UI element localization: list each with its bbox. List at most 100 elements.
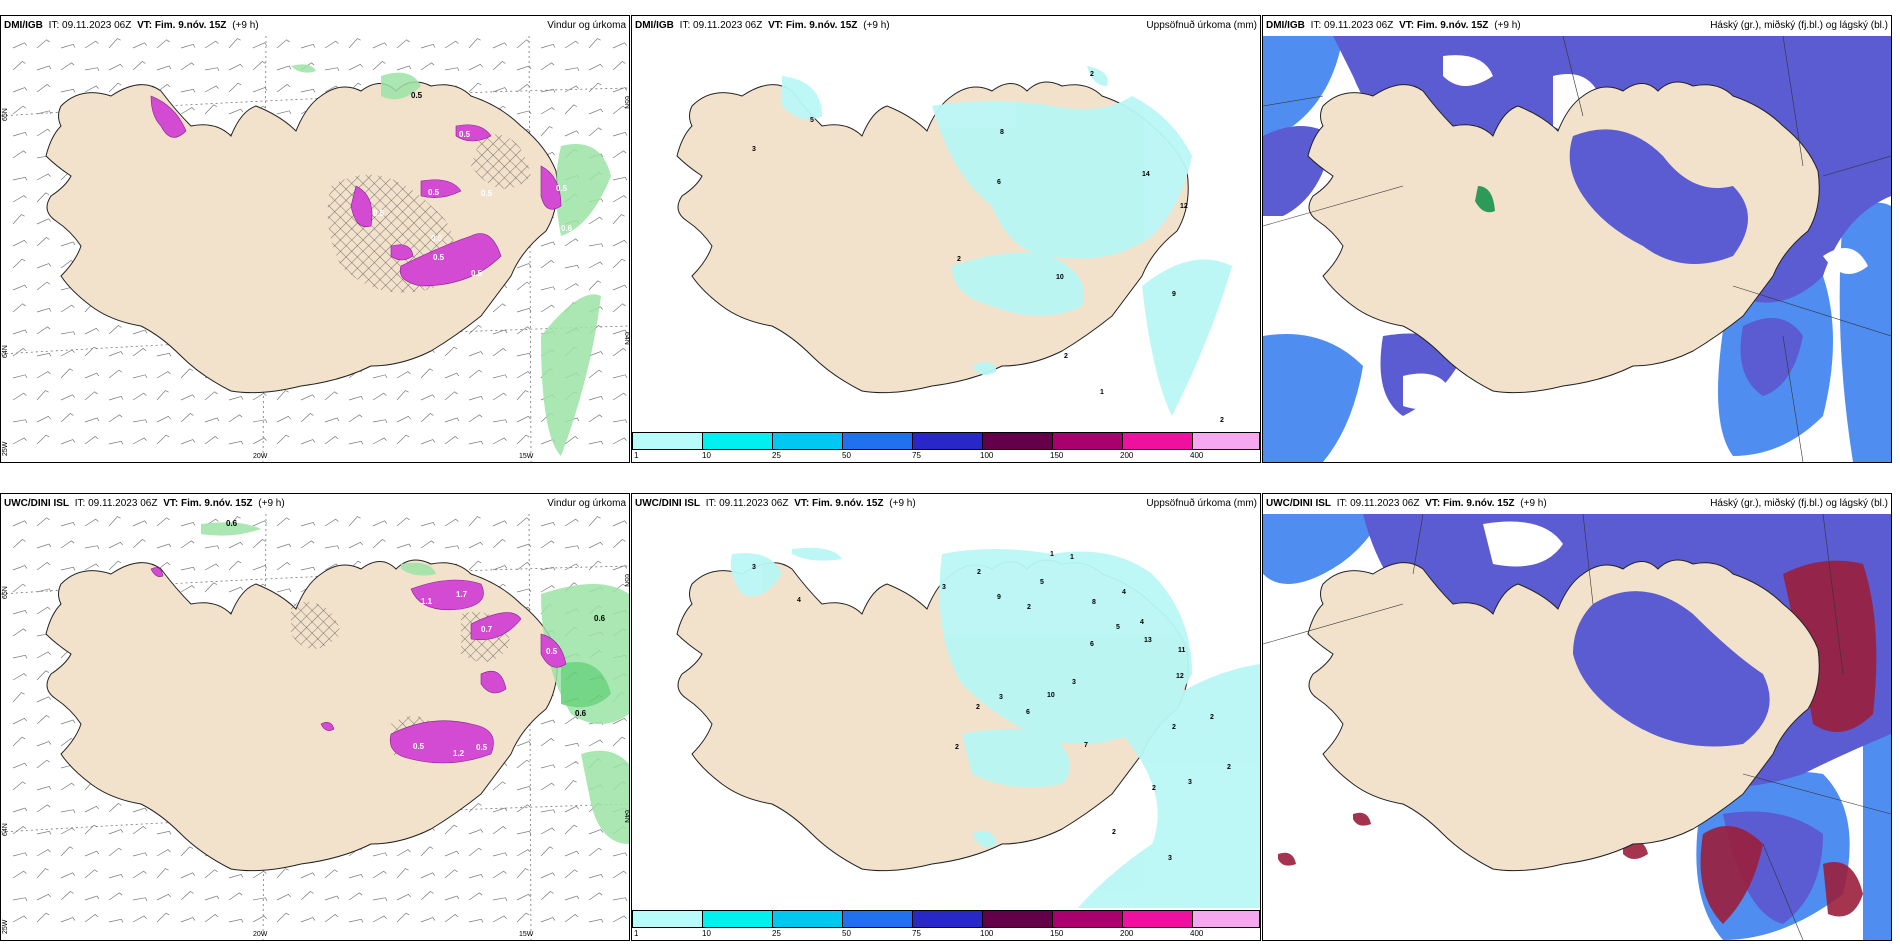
- cloud-map: [1263, 514, 1891, 940]
- wind-barb: [468, 892, 483, 901]
- wind-barb: [516, 281, 531, 291]
- wind-barb: [612, 419, 628, 424]
- wind-barb: [204, 391, 218, 401]
- wind-barb: [12, 348, 27, 357]
- wind-barb: [36, 786, 52, 791]
- cloud-green-patch: [1475, 186, 1495, 213]
- wind-barb: [612, 870, 627, 879]
- wind-barb: [108, 516, 121, 527]
- panel-header: UWC/DINI ISL IT: 09.11.2023 06Z VT: Fim.…: [632, 494, 1260, 514]
- wind-barb: [12, 673, 27, 681]
- precip-value: 2: [1210, 714, 1214, 721]
- precip-light-areas: [782, 66, 1232, 416]
- lead-time: (+9 h): [1494, 20, 1521, 31]
- panel-header: DMI/IGB IT: 09.11.2023 06Z VT: Fim. 9.nó…: [1, 16, 629, 36]
- wind-barb: [180, 88, 196, 93]
- wind-barb: [12, 419, 28, 424]
- wind-barb: [468, 803, 482, 813]
- wind-barb: [468, 440, 484, 445]
- wind-barb: [84, 850, 100, 857]
- wind-barb: [492, 915, 507, 923]
- wind-value: 0.5: [471, 269, 483, 278]
- precip-value: 5: [810, 117, 814, 124]
- wind-barb: [12, 781, 26, 791]
- wind-barb: [12, 628, 27, 637]
- wind-barb: [180, 540, 195, 549]
- wind-barb: [156, 390, 169, 401]
- wind-barb: [372, 897, 388, 902]
- wind-barb: [60, 44, 76, 49]
- wind-barb: [564, 563, 579, 571]
- precip-value: 12: [1180, 203, 1188, 210]
- precip-value: 9: [1172, 291, 1176, 298]
- wind-barb: [156, 543, 172, 549]
- wind-barb: [516, 415, 531, 423]
- wind-barb: [60, 540, 75, 549]
- wind-barb: [180, 394, 196, 401]
- wind-value: 0.5: [459, 130, 471, 139]
- wind-barb: [132, 329, 148, 335]
- wind-barb: [540, 585, 555, 593]
- wind-barb: [60, 719, 76, 725]
- wind-barb: [396, 912, 410, 923]
- wind-barb: [588, 414, 603, 423]
- wind-barb: [348, 414, 363, 423]
- wind-barb: [12, 176, 28, 181]
- wind-barb: [444, 545, 460, 550]
- colorbar-tick: 25: [772, 451, 781, 460]
- wind-barb: [348, 440, 364, 445]
- panel-uwc-precip: UWC/DINI ISL IT: 09.11.2023 06Z VT: Fim.…: [631, 493, 1261, 941]
- wind-barb: [36, 308, 52, 313]
- wind-barb: [36, 192, 50, 203]
- wind-barb: [588, 38, 601, 49]
- wind-barb: [540, 126, 553, 137]
- wind-barb: [468, 396, 484, 401]
- wind-barb: [132, 374, 148, 379]
- wind-barb: [612, 736, 626, 747]
- wind-barb: [492, 392, 507, 401]
- wind-barb: [348, 892, 363, 901]
- wind-barb: [84, 372, 100, 379]
- wind-barb: [12, 87, 28, 93]
- wind-barb: [564, 824, 578, 835]
- cloud-high-inland: [1569, 129, 1748, 264]
- wind-barb: [12, 329, 28, 335]
- wind-barb: [36, 326, 51, 335]
- colorbar-cell: [912, 910, 983, 928]
- wind-barb: [84, 869, 98, 879]
- wind-barb: [84, 346, 98, 357]
- wind-barb: [420, 44, 436, 49]
- model-name: UWC/DINI ISL: [4, 498, 69, 509]
- wind-barb: [444, 518, 459, 527]
- wind-barb: [540, 62, 555, 71]
- wind-barb: [12, 61, 26, 71]
- lon-label-20w: 20W: [253, 931, 268, 938]
- wind-barb: [36, 562, 51, 571]
- wind-barb: [156, 434, 170, 445]
- wind-barb: [492, 807, 508, 813]
- wind-barb: [588, 280, 602, 291]
- wind-barb: [36, 715, 50, 725]
- it-prefix: IT:: [74, 498, 86, 509]
- wind-barb: [60, 88, 76, 93]
- wind-barb: [180, 107, 195, 115]
- wind-value: 0.5: [373, 209, 385, 218]
- precip-value: 3: [1072, 679, 1076, 686]
- precip-value: 3: [1188, 779, 1192, 786]
- wind-barb: [228, 108, 244, 115]
- wind-value: 0.6: [226, 519, 238, 528]
- wind-barb: [396, 849, 411, 857]
- wind-barb: [420, 846, 434, 857]
- wind-barb: [588, 918, 604, 923]
- wind-barb: [108, 440, 124, 445]
- wind-barb: [468, 918, 484, 923]
- wind-barb: [276, 390, 289, 401]
- wind-barb: [492, 565, 508, 571]
- wind-barb: [588, 516, 601, 527]
- panel-dmi-wind: DMI/IGB IT: 09.11.2023 06Z VT: Fim. 9.nó…: [0, 15, 630, 463]
- wind-barb: [492, 61, 506, 71]
- precip-value: 1: [1050, 551, 1054, 558]
- wind-barb: [132, 915, 147, 923]
- wind-barb: [492, 870, 507, 879]
- wind-barb: [564, 805, 579, 813]
